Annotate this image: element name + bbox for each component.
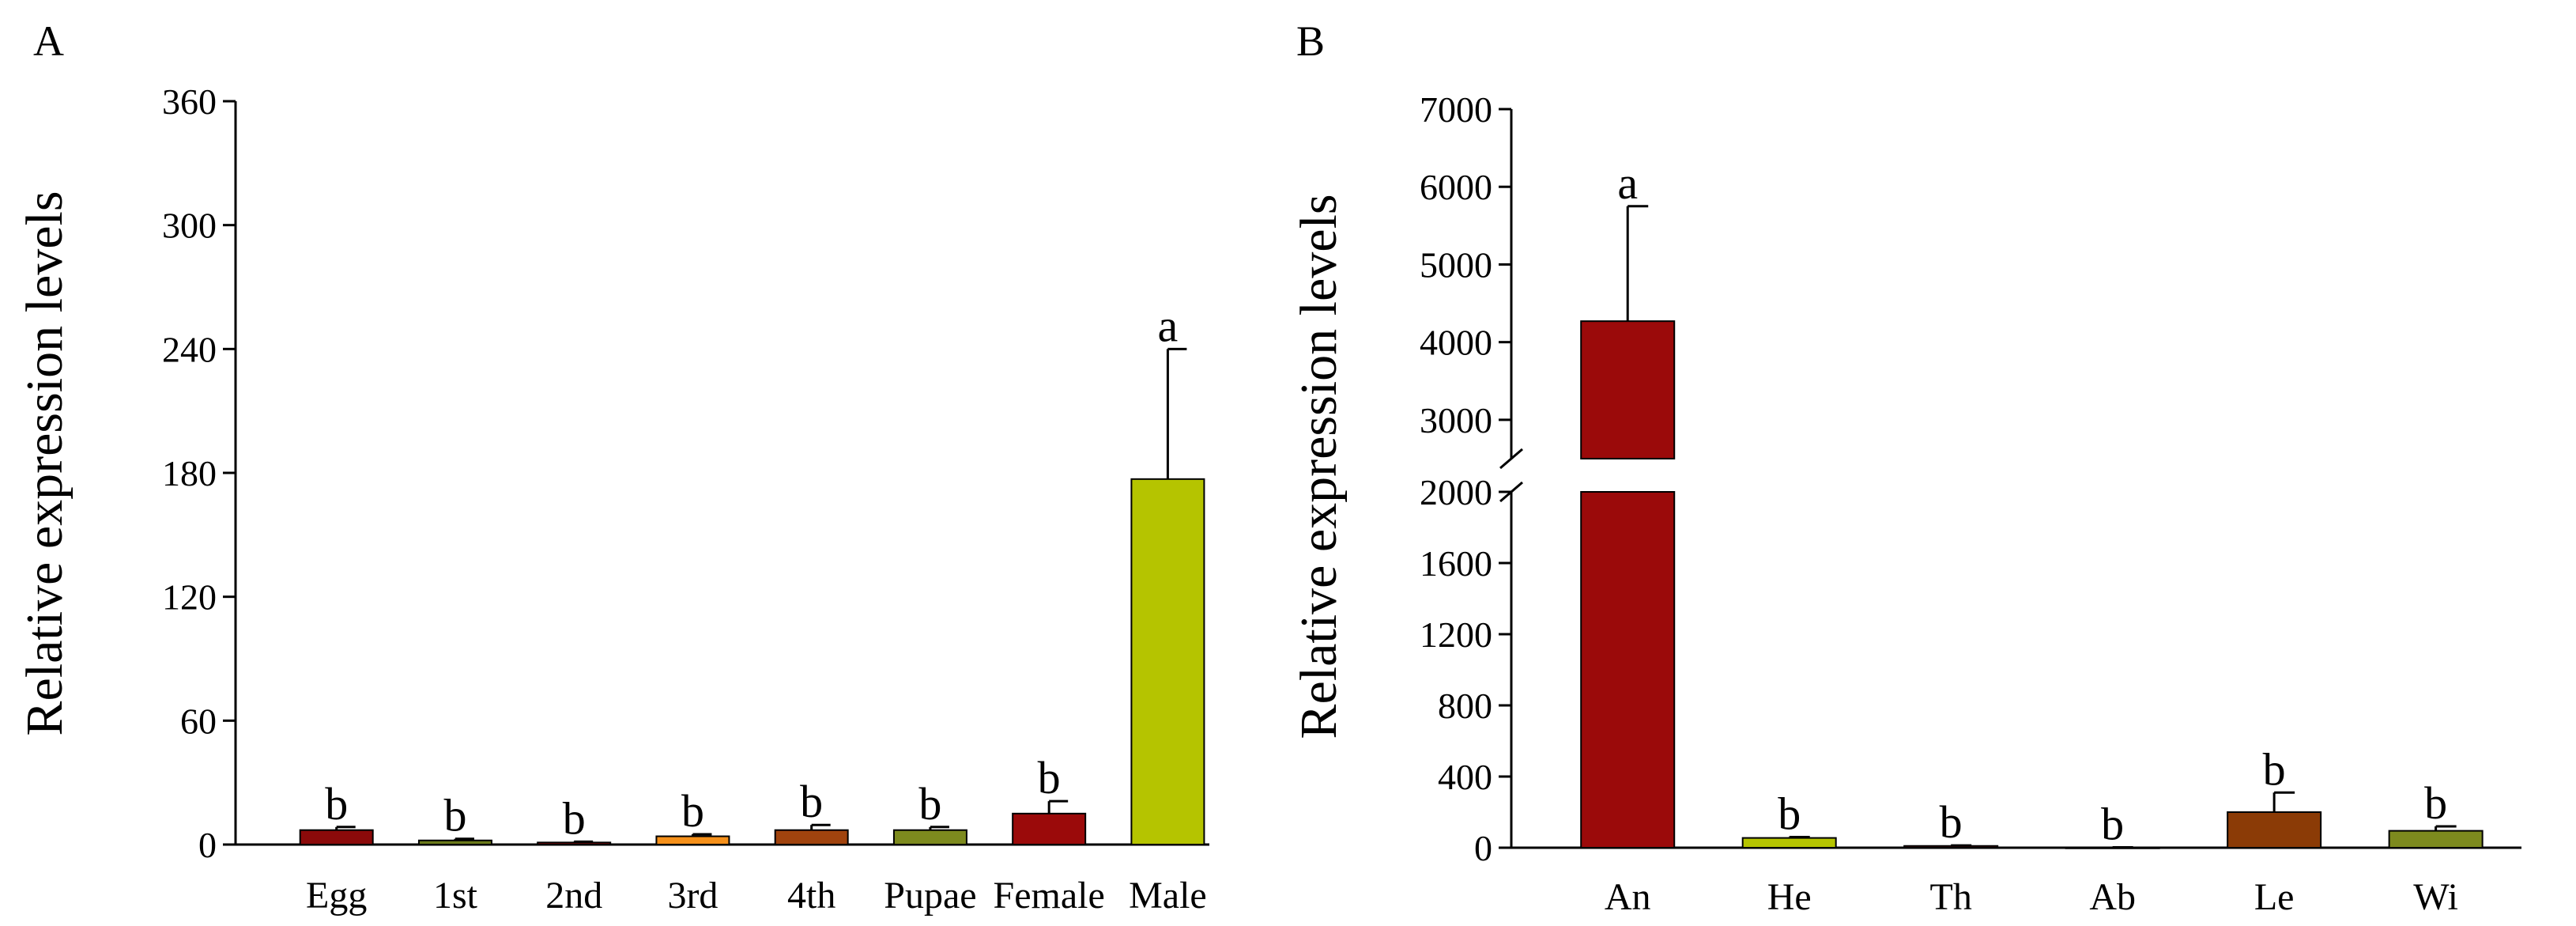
panel-a: A Relative expression levels 0 60 120 180 24… xyxy=(16,17,1209,917)
panel-label-b: B xyxy=(1296,17,1325,65)
bar-a xyxy=(1012,812,1087,846)
panel-a-axes: 0 60 120 180 240 300 360 Egg 1st 2nd 3rd 4th Pupae Fe… xyxy=(162,81,1209,917)
significance-letter-a: b xyxy=(800,776,823,827)
panel-label-a: A xyxy=(33,17,64,65)
significance-letter-a: b xyxy=(563,792,586,844)
significance-letter-b: b xyxy=(2263,743,2286,795)
x-tick-label-b: Wi xyxy=(2413,876,2458,918)
significance-letter-b: b xyxy=(1778,788,1801,840)
significance-letter-a: b xyxy=(918,778,941,830)
y-tick-label-b: 1200 xyxy=(1420,614,1492,655)
y-tick-label-b: 6000 xyxy=(1420,167,1492,207)
y-tick-label-b: 400 xyxy=(1438,757,1492,797)
x-tick-label-a: Female xyxy=(994,875,1105,917)
y-tick-label-b: 7000 xyxy=(1420,89,1492,130)
panel-b-bars: a b b b b b xyxy=(1580,157,2484,850)
significance-letter-a: b xyxy=(1038,752,1061,803)
y-axis-label-b: Relative expression levels xyxy=(1290,194,1348,739)
x-tick-label-a: Egg xyxy=(306,875,367,917)
significance-letter-b: a xyxy=(1617,157,1638,209)
x-tick-label-b: Le xyxy=(2254,876,2295,918)
significance-letter-b: b xyxy=(1940,796,1963,848)
y-tick-label-b: 5000 xyxy=(1420,244,1492,285)
axis-break-mark-b xyxy=(1499,448,1523,470)
x-tick-label-a: 4th xyxy=(787,875,835,917)
bar-b xyxy=(1580,491,1676,849)
y-tick-label-b: 3000 xyxy=(1420,400,1492,440)
y-tick-label-b: 4000 xyxy=(1420,323,1492,363)
bar-a xyxy=(299,829,374,845)
y-axis-label-a: Relative expression levels xyxy=(16,191,74,735)
y-tick-label-a: 240 xyxy=(162,329,217,369)
bar-a xyxy=(892,829,967,845)
y-tick-label-b: 0 xyxy=(1474,828,1492,868)
panel-b-axes: 0 400 800 1200 1600 2000 3000 4000 5000 6000 7000 A… xyxy=(1420,89,2521,918)
bar-a xyxy=(774,829,849,845)
x-tick-label-a: 3rd xyxy=(667,875,718,917)
significance-letter-b: b xyxy=(2424,777,2447,829)
bar-b xyxy=(2388,830,2484,849)
bar-b xyxy=(2227,811,2322,849)
significance-letter-a: a xyxy=(1158,300,1179,351)
x-tick-label-a: Pupae xyxy=(884,875,976,917)
x-tick-label-b: Th xyxy=(1930,876,1972,918)
panel-b: B Relative expression levels 0 400 800 1200… xyxy=(1290,17,2521,918)
panel-a-bars: b b b b b b b a xyxy=(299,300,1205,846)
x-tick-label-a: 1st xyxy=(433,875,478,917)
bar-a xyxy=(1130,478,1205,845)
y-tick-label-b: 2000 xyxy=(1420,472,1492,512)
y-tick-label-a: 180 xyxy=(162,453,217,493)
x-tick-label-a: Male xyxy=(1129,875,1207,917)
significance-letter-a: b xyxy=(443,790,466,841)
y-tick-label-a: 60 xyxy=(180,701,217,741)
significance-letter-a: b xyxy=(325,778,348,830)
y-tick-label-a: 360 xyxy=(162,81,217,122)
y-tick-label-a: 0 xyxy=(198,825,217,865)
x-tick-label-a: 2nd xyxy=(545,875,602,917)
y-tick-label-a: 120 xyxy=(162,577,217,618)
x-tick-label-b: He xyxy=(1767,876,1812,918)
significance-letter-a: b xyxy=(681,785,704,837)
y-tick-label-b: 800 xyxy=(1438,686,1492,726)
significance-letter-b: b xyxy=(2101,799,2124,850)
y-tick-label-b: 1600 xyxy=(1420,543,1492,584)
bar-a xyxy=(655,835,730,845)
bar-b xyxy=(1580,320,1676,459)
x-tick-label-b: An xyxy=(1605,876,1651,918)
y-tick-label-a: 300 xyxy=(162,206,217,246)
x-tick-label-b: Ab xyxy=(2089,876,2136,918)
